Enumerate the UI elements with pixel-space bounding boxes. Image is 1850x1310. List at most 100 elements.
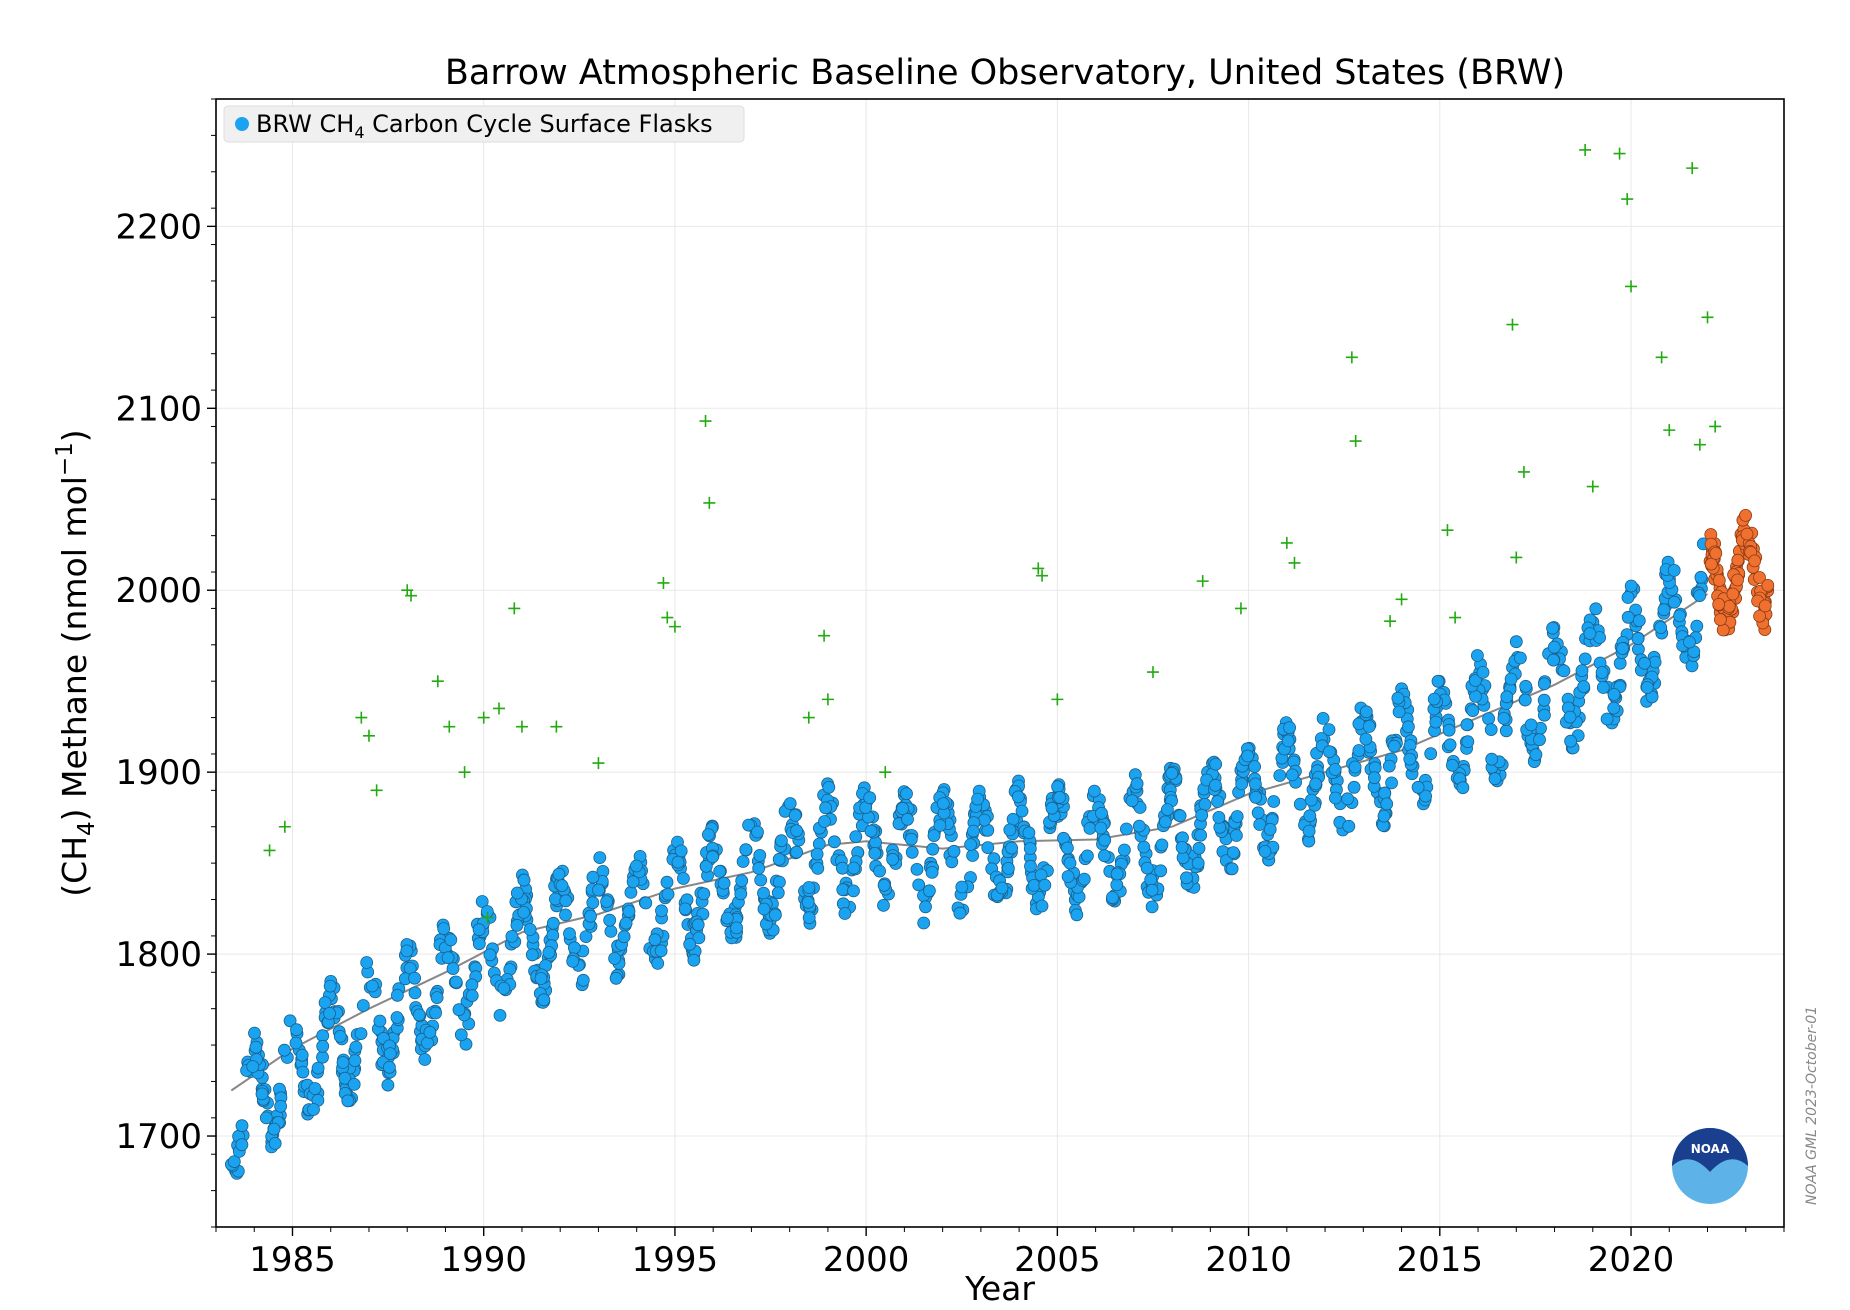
flask-point <box>1053 791 1067 804</box>
y-label-mid: ) Methane (nmol mol <box>55 476 94 821</box>
flask-point <box>290 1023 303 1037</box>
flask-point <box>1154 864 1168 878</box>
flask-point <box>248 1026 261 1040</box>
flask-point <box>1471 649 1484 662</box>
flagged-point <box>1032 562 1045 575</box>
flagged-point <box>592 757 605 770</box>
flask-point <box>810 847 824 861</box>
flask-point <box>699 859 713 873</box>
flask-point <box>1616 642 1629 655</box>
flask-point <box>563 927 576 941</box>
flagged-point <box>1613 147 1626 160</box>
flask-point <box>849 830 863 843</box>
flask-point <box>608 952 621 965</box>
flagged-point <box>1686 162 1699 175</box>
flask-point <box>1035 899 1049 913</box>
flask-point <box>235 1119 249 1133</box>
flask-point <box>1385 776 1398 790</box>
flask-point <box>576 973 590 987</box>
flask-point <box>1359 732 1373 746</box>
flask-point <box>1081 849 1094 863</box>
flask-point <box>365 979 379 993</box>
flask-point <box>1209 757 1223 771</box>
flask-point <box>1466 704 1480 717</box>
flask-point <box>1192 841 1206 855</box>
flask-point <box>1263 823 1277 836</box>
flask-point <box>586 870 600 884</box>
flagged-point <box>668 620 681 633</box>
flask-point <box>1077 872 1091 886</box>
flask-point <box>1694 570 1708 584</box>
flask-point <box>1632 642 1645 656</box>
flagged-point <box>879 766 892 779</box>
legend-label-post: Carbon Cycle Surface Flasks <box>365 110 713 138</box>
flask-point <box>373 1014 387 1028</box>
flask-point <box>1230 829 1243 842</box>
flagged-point <box>362 729 375 742</box>
flagged-point <box>355 711 368 724</box>
flask-point <box>1015 804 1029 818</box>
flask-point <box>1485 752 1499 766</box>
flask-point <box>421 1036 434 1050</box>
flagged-point <box>550 720 563 733</box>
flagged-point <box>370 784 383 797</box>
flask-point <box>604 925 618 938</box>
flask-point <box>1022 826 1036 840</box>
flask-point <box>818 815 831 828</box>
flask-point <box>1673 609 1686 623</box>
flask-point <box>655 904 668 918</box>
flask-point <box>600 895 613 908</box>
preliminary-point <box>1714 613 1727 626</box>
flask-point <box>542 946 556 959</box>
flask-point <box>348 1054 362 1067</box>
flask-point <box>1323 745 1336 759</box>
y-axis-label: (CH4) Methane (nmol mol−1) <box>52 429 100 896</box>
flask-point <box>441 951 455 965</box>
flask-point <box>901 812 914 826</box>
x-tick-label: 2000 <box>823 1240 910 1280</box>
flask-point <box>1088 784 1101 798</box>
flask-point <box>1667 595 1681 609</box>
flask-point <box>967 824 980 838</box>
flask-point <box>1328 763 1342 776</box>
flask-point <box>1499 724 1513 738</box>
flask-point <box>790 845 803 859</box>
flask-point <box>702 828 715 841</box>
flask-point <box>1005 841 1018 855</box>
flask-point <box>1469 674 1482 687</box>
chart-title: Barrow Atmospheric Baseline Observatory,… <box>445 53 1565 93</box>
flagged-point <box>1234 602 1247 615</box>
flagged-point <box>818 629 831 642</box>
flask-point <box>1596 681 1610 694</box>
flask-point <box>1378 786 1392 800</box>
flagged-point <box>1655 351 1668 364</box>
flask-point <box>713 865 727 878</box>
flask-point <box>1003 823 1017 837</box>
noaa-logo-bird <box>1672 1128 1748 1172</box>
flask-point <box>566 955 580 968</box>
flask-point <box>552 867 566 881</box>
flask-point <box>1557 664 1571 678</box>
flask-point <box>510 918 524 932</box>
y-label-sub: 4 <box>74 821 100 836</box>
flask-point <box>697 887 711 901</box>
flask-point <box>1380 797 1394 811</box>
flask-point <box>919 900 932 914</box>
flask-point <box>1595 666 1609 679</box>
x-tick-label: 2020 <box>1588 1240 1675 1280</box>
flask-point <box>736 855 750 868</box>
flask-point <box>1309 777 1322 791</box>
flagged-point <box>431 675 444 688</box>
flask-point <box>639 896 653 910</box>
flask-point <box>1546 621 1559 635</box>
flask-point <box>900 787 913 801</box>
flask-point <box>1173 809 1187 823</box>
flask-point <box>773 875 786 889</box>
flask-point <box>429 1006 443 1020</box>
flask-point <box>1654 621 1668 634</box>
flagged-point <box>481 911 494 924</box>
flask-point <box>783 797 797 810</box>
flask-point <box>626 875 640 889</box>
flask-point <box>1519 679 1533 693</box>
flask-point <box>1285 768 1299 782</box>
